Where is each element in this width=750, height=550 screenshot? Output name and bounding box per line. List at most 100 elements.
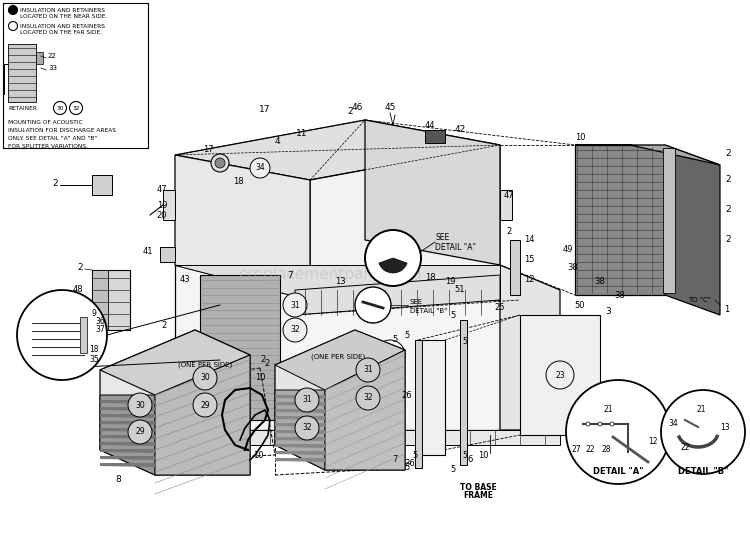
Text: (ONE PER SIDE): (ONE PER SIDE)	[178, 362, 232, 369]
Polygon shape	[100, 456, 155, 460]
Polygon shape	[275, 330, 405, 470]
Text: 46: 46	[351, 103, 363, 113]
Text: 10: 10	[574, 134, 585, 142]
Polygon shape	[310, 145, 500, 300]
Circle shape	[283, 318, 307, 342]
Text: 50: 50	[574, 300, 585, 310]
Text: 22: 22	[48, 53, 57, 59]
Text: FOR SPLITTER VARIATIONS.: FOR SPLITTER VARIATIONS.	[8, 144, 88, 149]
Text: 47: 47	[157, 185, 167, 195]
Text: 8: 8	[116, 476, 121, 485]
Polygon shape	[275, 458, 325, 462]
Text: 43: 43	[179, 276, 190, 284]
Polygon shape	[100, 463, 155, 467]
Polygon shape	[663, 148, 675, 293]
Polygon shape	[36, 52, 43, 64]
Polygon shape	[275, 416, 325, 420]
Polygon shape	[175, 430, 560, 445]
Polygon shape	[275, 330, 405, 390]
Text: INSULATION AND RETAINERS: INSULATION AND RETAINERS	[20, 24, 105, 29]
Polygon shape	[275, 395, 325, 399]
Polygon shape	[275, 402, 325, 406]
Text: 2: 2	[77, 263, 83, 272]
Text: LOCATED ON THE NEAR SIDE.: LOCATED ON THE NEAR SIDE.	[20, 14, 107, 19]
Text: 22: 22	[585, 446, 595, 454]
Circle shape	[365, 230, 421, 286]
Text: 19: 19	[157, 201, 167, 210]
Text: 36: 36	[405, 459, 416, 468]
Text: 12: 12	[648, 437, 658, 447]
Polygon shape	[520, 315, 600, 435]
Text: MOUNTING OF ACOUSTIC: MOUNTING OF ACOUSTIC	[8, 120, 82, 125]
Polygon shape	[92, 175, 112, 195]
Text: 34: 34	[668, 420, 678, 428]
Text: 13: 13	[720, 422, 730, 432]
Polygon shape	[365, 120, 500, 265]
Text: 51: 51	[454, 285, 465, 294]
Polygon shape	[100, 449, 155, 453]
Text: 25: 25	[495, 302, 506, 311]
Text: DETAIL "A": DETAIL "A"	[435, 243, 476, 251]
Polygon shape	[92, 270, 108, 330]
Text: ereplacementparts.com: ereplacementparts.com	[238, 267, 422, 283]
Text: 6: 6	[467, 455, 472, 465]
Text: 37: 37	[95, 326, 105, 334]
Text: 25: 25	[620, 410, 630, 420]
Polygon shape	[275, 430, 325, 434]
Text: 2: 2	[725, 175, 730, 184]
Text: 3: 3	[392, 250, 398, 260]
Text: 9: 9	[92, 309, 97, 317]
Polygon shape	[155, 355, 250, 475]
Text: 2: 2	[506, 228, 512, 236]
Circle shape	[356, 386, 380, 410]
Text: DETAIL "B": DETAIL "B"	[410, 308, 447, 314]
Polygon shape	[8, 44, 36, 102]
Polygon shape	[275, 423, 325, 427]
Polygon shape	[295, 275, 500, 315]
Polygon shape	[175, 155, 310, 300]
Text: 26: 26	[401, 390, 412, 399]
Text: ONLY. SEE DETAIL "A" AND "B": ONLY. SEE DETAIL "A" AND "B"	[8, 136, 98, 141]
Text: 5: 5	[392, 336, 398, 344]
Polygon shape	[460, 320, 467, 465]
Text: 3: 3	[605, 307, 610, 316]
Circle shape	[295, 388, 319, 412]
Polygon shape	[415, 340, 422, 468]
Text: 18: 18	[424, 273, 435, 283]
Circle shape	[8, 6, 17, 14]
Text: 30: 30	[200, 373, 210, 382]
Text: 18: 18	[89, 345, 99, 355]
Text: 7: 7	[392, 455, 398, 465]
Polygon shape	[200, 275, 280, 420]
Bar	[3, 3, 148, 148]
Text: SEE: SEE	[410, 299, 423, 305]
Text: 39: 39	[613, 424, 623, 432]
Text: 12: 12	[524, 276, 535, 284]
Text: 31: 31	[302, 395, 312, 404]
Circle shape	[356, 358, 380, 382]
Polygon shape	[100, 395, 155, 475]
Polygon shape	[100, 407, 155, 411]
Polygon shape	[575, 145, 720, 165]
Polygon shape	[100, 435, 155, 439]
Text: 5: 5	[404, 464, 410, 472]
Text: 35: 35	[89, 355, 99, 364]
Circle shape	[193, 366, 217, 390]
Text: 41: 41	[142, 248, 153, 256]
Text: 2: 2	[53, 179, 58, 188]
Text: 21: 21	[696, 405, 706, 415]
Text: 32: 32	[72, 106, 80, 111]
Text: 44: 44	[424, 120, 435, 129]
Circle shape	[215, 158, 225, 168]
Circle shape	[53, 102, 67, 114]
Text: FRAME: FRAME	[463, 492, 493, 500]
Polygon shape	[665, 145, 720, 315]
Text: 17: 17	[202, 146, 213, 155]
Text: 34: 34	[255, 163, 265, 173]
Text: 45: 45	[384, 103, 396, 113]
Polygon shape	[175, 265, 500, 300]
Text: 28: 28	[602, 446, 610, 454]
Polygon shape	[175, 120, 500, 180]
Text: 2: 2	[161, 322, 166, 331]
Polygon shape	[100, 421, 155, 425]
